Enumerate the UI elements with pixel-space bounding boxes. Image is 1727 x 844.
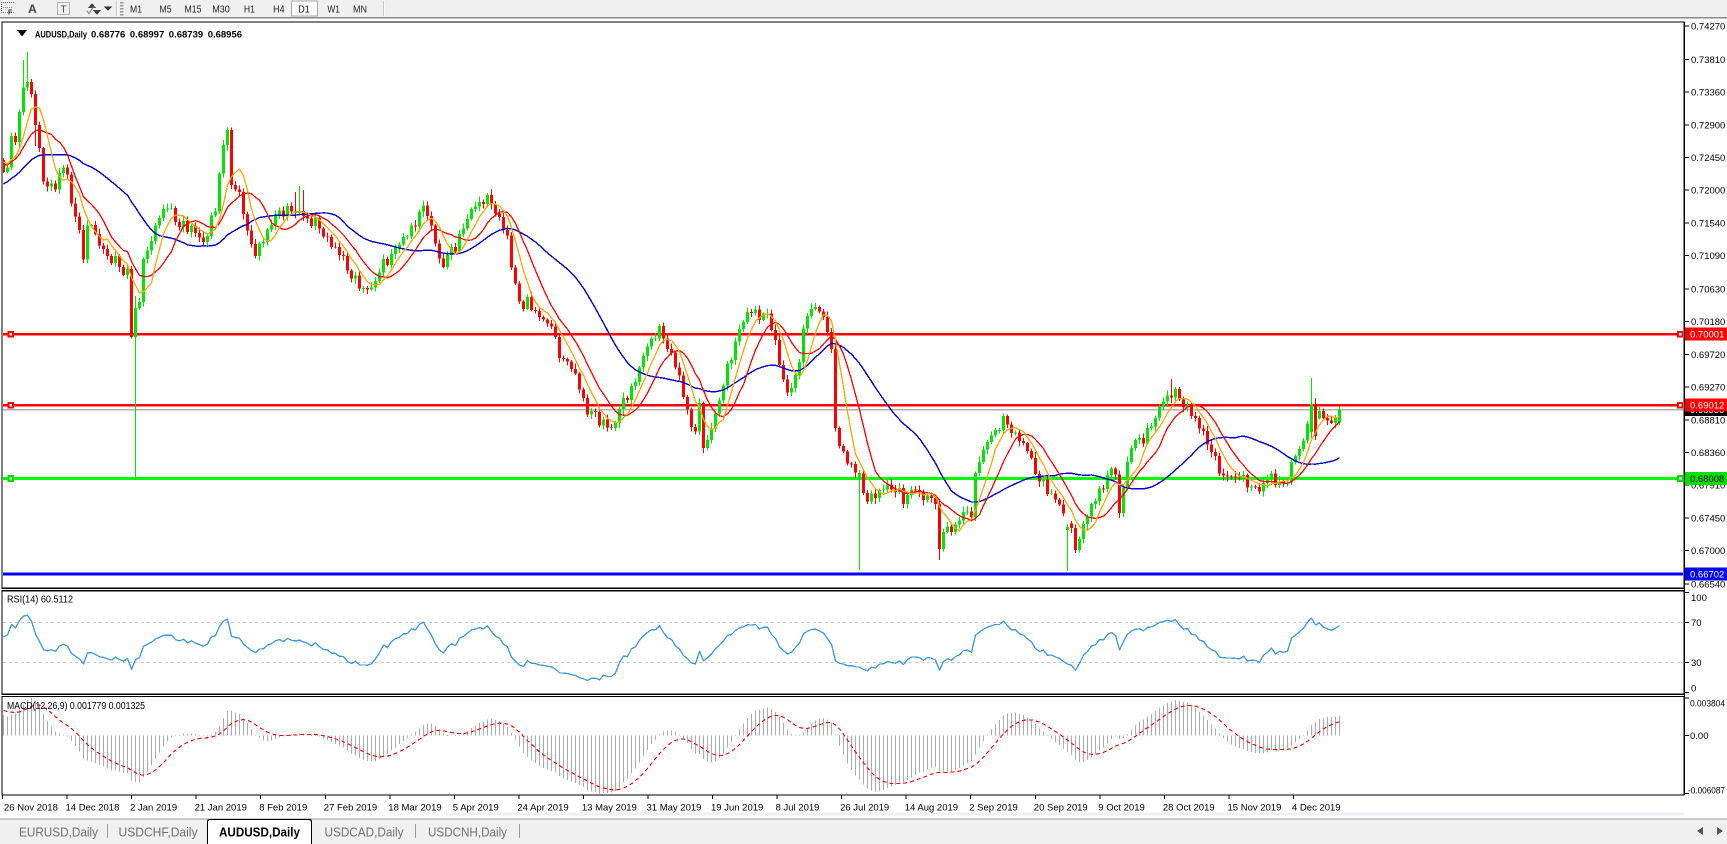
svg-text:4 Dec 2019: 4 Dec 2019 xyxy=(1292,803,1341,814)
svg-text:0.72000: 0.72000 xyxy=(1691,186,1725,197)
svg-text:0: 0 xyxy=(1691,683,1696,694)
svg-text:31 May 2019: 31 May 2019 xyxy=(647,803,702,814)
svg-text:0.71540: 0.71540 xyxy=(1691,219,1725,230)
svg-text:13 May 2019: 13 May 2019 xyxy=(582,803,637,814)
svg-text:W1: W1 xyxy=(327,5,340,16)
svg-text:26 Nov 2018: 26 Nov 2018 xyxy=(4,803,58,814)
svg-text:M30: M30 xyxy=(212,5,230,16)
svg-text:2 Sep 2019: 2 Sep 2019 xyxy=(969,803,1018,814)
svg-text:24 Apr 2019: 24 Apr 2019 xyxy=(517,803,568,814)
svg-text:M5: M5 xyxy=(160,5,172,16)
svg-text:30: 30 xyxy=(1691,658,1702,669)
svg-text:0.68997: 0.68997 xyxy=(130,30,164,41)
svg-text:0.003804: 0.003804 xyxy=(1690,699,1725,710)
svg-text:H1: H1 xyxy=(244,5,255,16)
svg-text:0.68360: 0.68360 xyxy=(1691,448,1725,459)
svg-text:0.72900: 0.72900 xyxy=(1691,121,1725,132)
svg-text:0.70001: 0.70001 xyxy=(1690,330,1724,341)
svg-text:26 Jul 2019: 26 Jul 2019 xyxy=(840,803,889,814)
svg-text:0.73810: 0.73810 xyxy=(1691,55,1725,66)
svg-text:0.68956: 0.68956 xyxy=(208,30,242,41)
svg-text:27 Feb 2019: 27 Feb 2019 xyxy=(324,803,377,814)
svg-text:MN: MN xyxy=(353,5,367,16)
svg-text:EURUSD,Daily: EURUSD,Daily xyxy=(19,825,98,840)
svg-text:0.72450: 0.72450 xyxy=(1691,153,1725,164)
svg-text:0.67910: 0.67910 xyxy=(1691,481,1725,492)
svg-text:0.69012: 0.69012 xyxy=(1690,401,1724,412)
svg-text:H4: H4 xyxy=(273,5,285,16)
svg-text:0.68739: 0.68739 xyxy=(169,30,203,41)
svg-text:-0.006087: -0.006087 xyxy=(1688,786,1725,797)
svg-text:18 Mar 2019: 18 Mar 2019 xyxy=(388,803,441,814)
svg-text:MACD(12,26,9) 0.001779 0.00132: MACD(12,26,9) 0.001779 0.001325 xyxy=(7,701,145,712)
svg-text:0.66540: 0.66540 xyxy=(1691,579,1725,590)
svg-text:0.68008: 0.68008 xyxy=(1690,474,1724,485)
svg-text:A: A xyxy=(28,2,37,16)
svg-text:0.66702: 0.66702 xyxy=(1690,570,1724,581)
svg-text:0.74270: 0.74270 xyxy=(1691,22,1725,33)
svg-text:14 Aug 2019: 14 Aug 2019 xyxy=(905,803,958,814)
svg-text:USDCAD,Daily: USDCAD,Daily xyxy=(325,825,404,840)
svg-text:0.67450: 0.67450 xyxy=(1691,514,1725,525)
svg-text:8 Jul 2019: 8 Jul 2019 xyxy=(776,803,820,814)
svg-text:100: 100 xyxy=(1691,593,1707,604)
svg-text:20 Sep 2019: 20 Sep 2019 xyxy=(1034,803,1088,814)
svg-text:USDCNH,Daily: USDCNH,Daily xyxy=(428,825,507,840)
svg-text:0.73360: 0.73360 xyxy=(1691,87,1725,98)
svg-text:14 Dec 2018: 14 Dec 2018 xyxy=(66,803,120,814)
svg-text:RSI(14) 60.5112: RSI(14) 60.5112 xyxy=(7,595,73,606)
svg-text:8 Feb 2019: 8 Feb 2019 xyxy=(259,803,307,814)
svg-text:9 Oct 2019: 9 Oct 2019 xyxy=(1098,803,1144,814)
svg-text:0.67000: 0.67000 xyxy=(1691,546,1725,557)
svg-text:F: F xyxy=(8,10,13,17)
svg-text:D1: D1 xyxy=(298,5,310,16)
svg-text:5 Apr 2019: 5 Apr 2019 xyxy=(453,803,499,814)
svg-text:0.68810: 0.68810 xyxy=(1691,416,1725,427)
svg-text:0.00: 0.00 xyxy=(1690,731,1709,742)
svg-text:21 Jan 2019: 21 Jan 2019 xyxy=(195,803,247,814)
svg-text:AUDUSD,Daily: AUDUSD,Daily xyxy=(219,825,301,840)
svg-text:M15: M15 xyxy=(185,5,202,16)
svg-text:0.70180: 0.70180 xyxy=(1691,317,1725,328)
svg-text:28 Oct 2019: 28 Oct 2019 xyxy=(1163,803,1215,814)
svg-text:70: 70 xyxy=(1691,618,1702,629)
svg-text:0.69720: 0.69720 xyxy=(1691,350,1725,361)
svg-text:0.68776: 0.68776 xyxy=(91,30,125,41)
svg-text:0.70630: 0.70630 xyxy=(1691,284,1725,295)
svg-text:0.69270: 0.69270 xyxy=(1691,382,1725,393)
svg-text:15 Nov 2019: 15 Nov 2019 xyxy=(1228,803,1282,814)
svg-text:AUDUSD,Daily: AUDUSD,Daily xyxy=(35,30,88,41)
svg-text:T: T xyxy=(60,5,66,16)
svg-text:0.71090: 0.71090 xyxy=(1691,251,1725,262)
svg-text:USDCHF,Daily: USDCHF,Daily xyxy=(119,825,198,840)
svg-text:19 Jun 2019: 19 Jun 2019 xyxy=(711,803,763,814)
svg-text:2 Jan 2019: 2 Jan 2019 xyxy=(130,803,177,814)
svg-text:M1: M1 xyxy=(130,5,142,16)
